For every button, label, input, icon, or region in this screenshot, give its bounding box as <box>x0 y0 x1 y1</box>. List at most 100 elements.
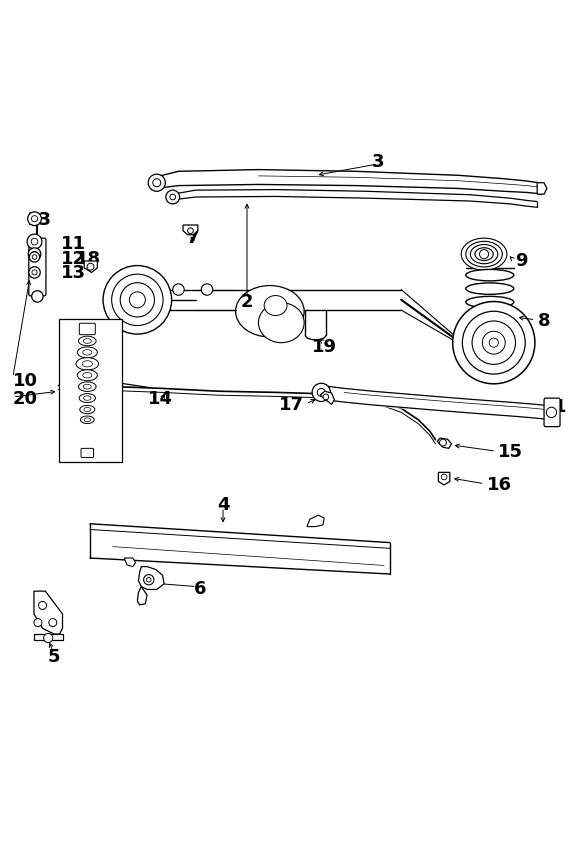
Circle shape <box>111 275 163 326</box>
Polygon shape <box>183 226 198 235</box>
Text: 1: 1 <box>554 397 567 415</box>
Ellipse shape <box>470 245 498 264</box>
Polygon shape <box>307 515 324 527</box>
Circle shape <box>29 268 40 279</box>
Bar <box>59 320 122 463</box>
Polygon shape <box>90 524 390 549</box>
Circle shape <box>153 180 161 187</box>
Text: 10: 10 <box>13 371 38 389</box>
Polygon shape <box>439 473 450 486</box>
Text: 7: 7 <box>187 228 199 247</box>
Circle shape <box>28 249 41 261</box>
Circle shape <box>166 191 180 204</box>
Text: 8: 8 <box>538 312 551 330</box>
Ellipse shape <box>466 324 514 336</box>
Text: 15: 15 <box>498 443 523 461</box>
Text: 6: 6 <box>194 579 207 597</box>
Ellipse shape <box>79 337 96 347</box>
Circle shape <box>440 440 447 446</box>
Ellipse shape <box>461 239 507 271</box>
Text: 11: 11 <box>61 234 86 252</box>
Circle shape <box>34 619 42 627</box>
Circle shape <box>146 578 151 582</box>
Ellipse shape <box>466 351 514 362</box>
Polygon shape <box>124 558 135 567</box>
Polygon shape <box>34 634 63 640</box>
Ellipse shape <box>83 339 91 344</box>
Circle shape <box>323 394 329 400</box>
Ellipse shape <box>79 383 96 392</box>
Ellipse shape <box>83 373 92 378</box>
Ellipse shape <box>80 417 94 424</box>
Polygon shape <box>437 439 452 449</box>
Circle shape <box>463 312 525 375</box>
Ellipse shape <box>475 249 493 262</box>
FancyBboxPatch shape <box>81 449 94 458</box>
Ellipse shape <box>258 303 304 343</box>
Ellipse shape <box>77 348 98 359</box>
Ellipse shape <box>83 350 92 355</box>
Text: 20: 20 <box>13 389 38 407</box>
Circle shape <box>44 634 53 642</box>
Circle shape <box>29 252 40 262</box>
Circle shape <box>87 264 94 271</box>
Text: 4: 4 <box>217 496 229 514</box>
Ellipse shape <box>466 297 514 308</box>
Circle shape <box>312 383 331 402</box>
Text: 2: 2 <box>241 292 253 311</box>
Circle shape <box>49 619 57 627</box>
Ellipse shape <box>466 310 514 322</box>
Ellipse shape <box>466 242 502 268</box>
Ellipse shape <box>77 371 98 381</box>
Text: 16: 16 <box>487 475 512 493</box>
Circle shape <box>170 195 176 200</box>
Circle shape <box>32 252 37 257</box>
Ellipse shape <box>84 396 91 400</box>
Ellipse shape <box>84 418 91 423</box>
FancyBboxPatch shape <box>29 239 46 296</box>
Circle shape <box>120 284 154 318</box>
Text: 14: 14 <box>148 389 173 407</box>
Circle shape <box>489 339 498 348</box>
Circle shape <box>32 271 37 276</box>
Circle shape <box>144 575 154 585</box>
Circle shape <box>453 302 535 384</box>
Polygon shape <box>537 183 547 195</box>
Circle shape <box>441 475 447 481</box>
Polygon shape <box>137 587 147 605</box>
Circle shape <box>472 321 515 365</box>
Text: 18: 18 <box>76 250 101 268</box>
Text: 13: 13 <box>61 264 86 282</box>
Ellipse shape <box>79 394 95 403</box>
Ellipse shape <box>84 408 91 412</box>
Circle shape <box>32 256 37 260</box>
Circle shape <box>188 228 193 234</box>
Ellipse shape <box>264 296 287 316</box>
FancyBboxPatch shape <box>79 324 95 336</box>
Text: 5: 5 <box>48 647 60 665</box>
Circle shape <box>317 389 325 397</box>
Circle shape <box>129 292 145 308</box>
Polygon shape <box>90 524 390 574</box>
Circle shape <box>482 332 505 354</box>
Circle shape <box>201 285 213 296</box>
Circle shape <box>546 408 557 418</box>
Polygon shape <box>84 262 98 273</box>
Ellipse shape <box>466 270 514 281</box>
Ellipse shape <box>466 284 514 295</box>
Ellipse shape <box>235 286 304 337</box>
Circle shape <box>28 213 41 227</box>
Text: 19: 19 <box>312 337 336 355</box>
Polygon shape <box>138 567 164 590</box>
Ellipse shape <box>82 361 92 367</box>
Circle shape <box>31 239 38 245</box>
Polygon shape <box>34 591 63 634</box>
Circle shape <box>27 235 42 250</box>
Circle shape <box>148 175 165 192</box>
Ellipse shape <box>466 337 514 348</box>
Text: 13: 13 <box>27 210 52 228</box>
Polygon shape <box>320 392 335 405</box>
Circle shape <box>32 291 43 302</box>
Text: 17: 17 <box>279 395 304 413</box>
FancyBboxPatch shape <box>544 399 560 427</box>
